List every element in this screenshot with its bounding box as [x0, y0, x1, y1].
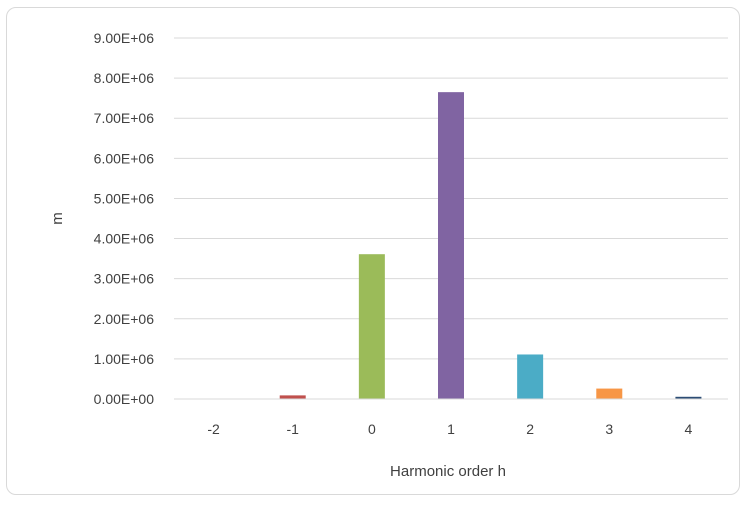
y-tick-label: 3.00E+06 — [94, 271, 155, 287]
y-tick-label: 4.00E+06 — [94, 231, 155, 247]
chart-frame: 0.00E+00 1.00E+06 2.00E+06 3.00E+06 4.00E+06… — [6, 7, 740, 495]
bars — [200, 92, 702, 400]
x-tick-label: 2 — [526, 421, 534, 437]
x-tick-label: -2 — [207, 421, 220, 437]
x-tick-label: 1 — [447, 421, 455, 437]
y-tick-label: 5.00E+06 — [94, 190, 155, 206]
y-tick-label: 1.00E+06 — [94, 351, 155, 367]
x-tick-label: 4 — [685, 421, 693, 437]
bar--1 — [279, 395, 306, 399]
y-tick-label: 6.00E+06 — [94, 150, 155, 166]
bar-0 — [358, 254, 385, 399]
x-axis-label: Harmonic order h — [390, 463, 506, 480]
x-axis-ticks: -2 -1 0 1 2 3 4 — [207, 421, 692, 437]
bar-2 — [517, 354, 544, 399]
x-tick-label: 3 — [605, 421, 613, 437]
bar-3 — [596, 388, 623, 399]
x-tick-label: 0 — [368, 421, 376, 437]
y-tick-label: 0.00E+00 — [94, 391, 155, 407]
y-tick-label: 9.00E+06 — [94, 30, 155, 46]
bar-chart: 0.00E+00 1.00E+06 2.00E+06 3.00E+06 4.00E+06… — [49, 30, 728, 480]
x-tick-label: -1 — [286, 421, 299, 437]
y-tick-label: 7.00E+06 — [94, 110, 155, 126]
bar-4 — [675, 396, 702, 399]
y-axis-label: m — [49, 212, 66, 225]
y-axis-ticks: 0.00E+00 1.00E+06 2.00E+06 3.00E+06 4.00E+06… — [94, 30, 155, 407]
bar-1 — [438, 92, 464, 400]
y-tick-label: 8.00E+06 — [94, 70, 155, 86]
y-tick-label: 2.00E+06 — [94, 311, 155, 327]
